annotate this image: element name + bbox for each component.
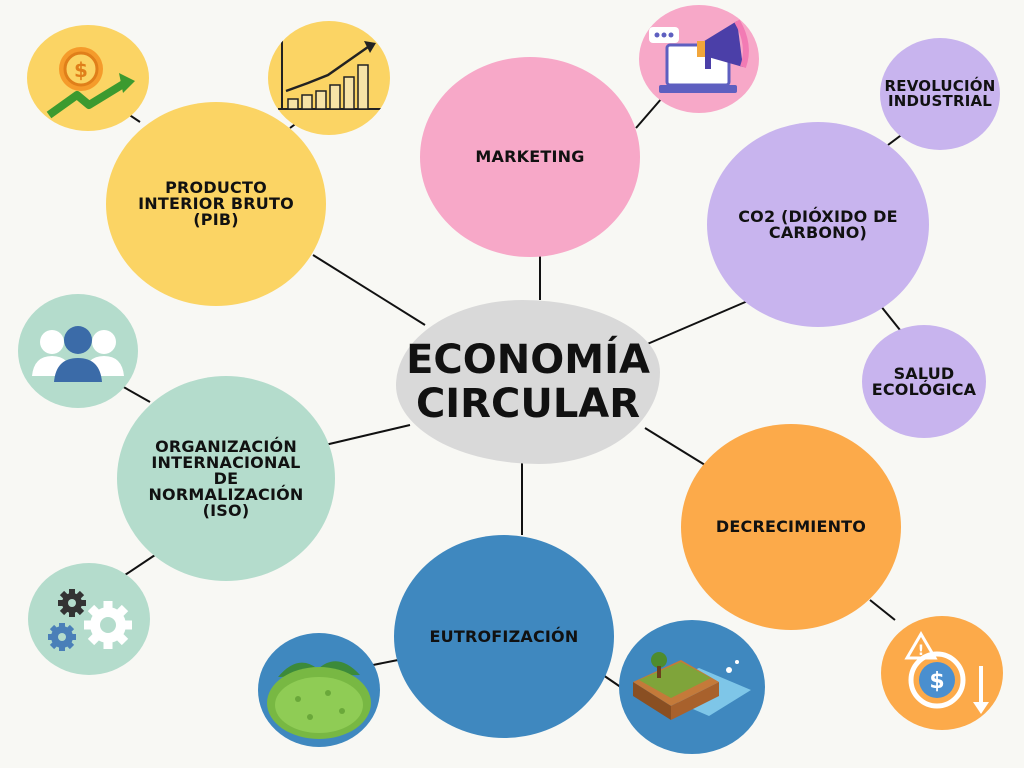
- connector-iso-people: [119, 384, 151, 403]
- island-erosion-icon: [619, 620, 765, 754]
- center-title: ECONOMÍA CIRCULAR: [406, 337, 650, 427]
- topic-marketing: MARKETING: [420, 57, 640, 257]
- topic-marketing-label: MARKETING: [475, 147, 585, 166]
- megaphone-laptop-icon: [639, 5, 759, 113]
- svg-text:!: !: [918, 643, 924, 659]
- center-node: ECONOMÍA CIRCULAR: [396, 300, 660, 464]
- topic-decrecimiento: DECRECIMIENTO: [681, 424, 901, 630]
- people-group-icon: [18, 294, 138, 408]
- topic-decrecimiento-label: DECRECIMIENTO: [715, 517, 867, 536]
- topic-salud-label: SALUD ECOLÓGICA: [871, 363, 977, 399]
- connector-center-iso: [324, 424, 411, 446]
- topic-co2-label: CO2 (DIÓXIDO DE CARBONO): [738, 206, 898, 242]
- svg-text:$: $: [74, 58, 88, 82]
- topic-eutrofizacion-label: EUTROFIZACIÓN: [429, 626, 579, 646]
- topic-salud-ecologica: SALUD ECOLÓGICA: [862, 325, 986, 438]
- connector-center-co2: [644, 299, 751, 346]
- connector-marketing-megaphone: [635, 97, 663, 129]
- topic-pib: PRODUCTO INTERIOR BRUTO (PIB): [106, 102, 326, 306]
- topic-iso-label: ORGANIZACIÓN INTERNACIONAL DE NORMALIZAC…: [148, 436, 304, 520]
- connector-co2-salud: [879, 304, 901, 331]
- topic-eutrofizacion: EUTROFIZACIÓN: [394, 535, 614, 738]
- topic-pib-label: PRODUCTO INTERIOR BRUTO (PIB): [138, 178, 294, 229]
- green-lake-icon: [258, 633, 380, 747]
- bar-chart-growth-icon: [268, 21, 390, 135]
- connector-eutro-lake: [372, 659, 399, 666]
- dollar-coin-growth-icon: $: [27, 25, 149, 131]
- connector-iso-gears: [124, 554, 156, 576]
- topic-revolucion-label: REVOLUCIÓN INDUSTRIAL: [884, 77, 996, 110]
- connector-decrec-money: [869, 599, 896, 621]
- topic-revolucion-industrial: REVOLUCIÓN INDUSTRIAL: [880, 38, 1000, 150]
- topic-co2: CO2 (DIÓXIDO DE CARBONO): [707, 122, 929, 327]
- connector-center-pib: [312, 254, 426, 326]
- svg-text:$: $: [929, 669, 944, 694]
- money-crisis-icon: $ !: [881, 616, 1003, 730]
- topic-iso: ORGANIZACIÓN INTERNACIONAL DE NORMALIZAC…: [117, 376, 335, 581]
- connector-center-decrecimiento: [644, 427, 706, 466]
- gears-icon: [28, 563, 150, 675]
